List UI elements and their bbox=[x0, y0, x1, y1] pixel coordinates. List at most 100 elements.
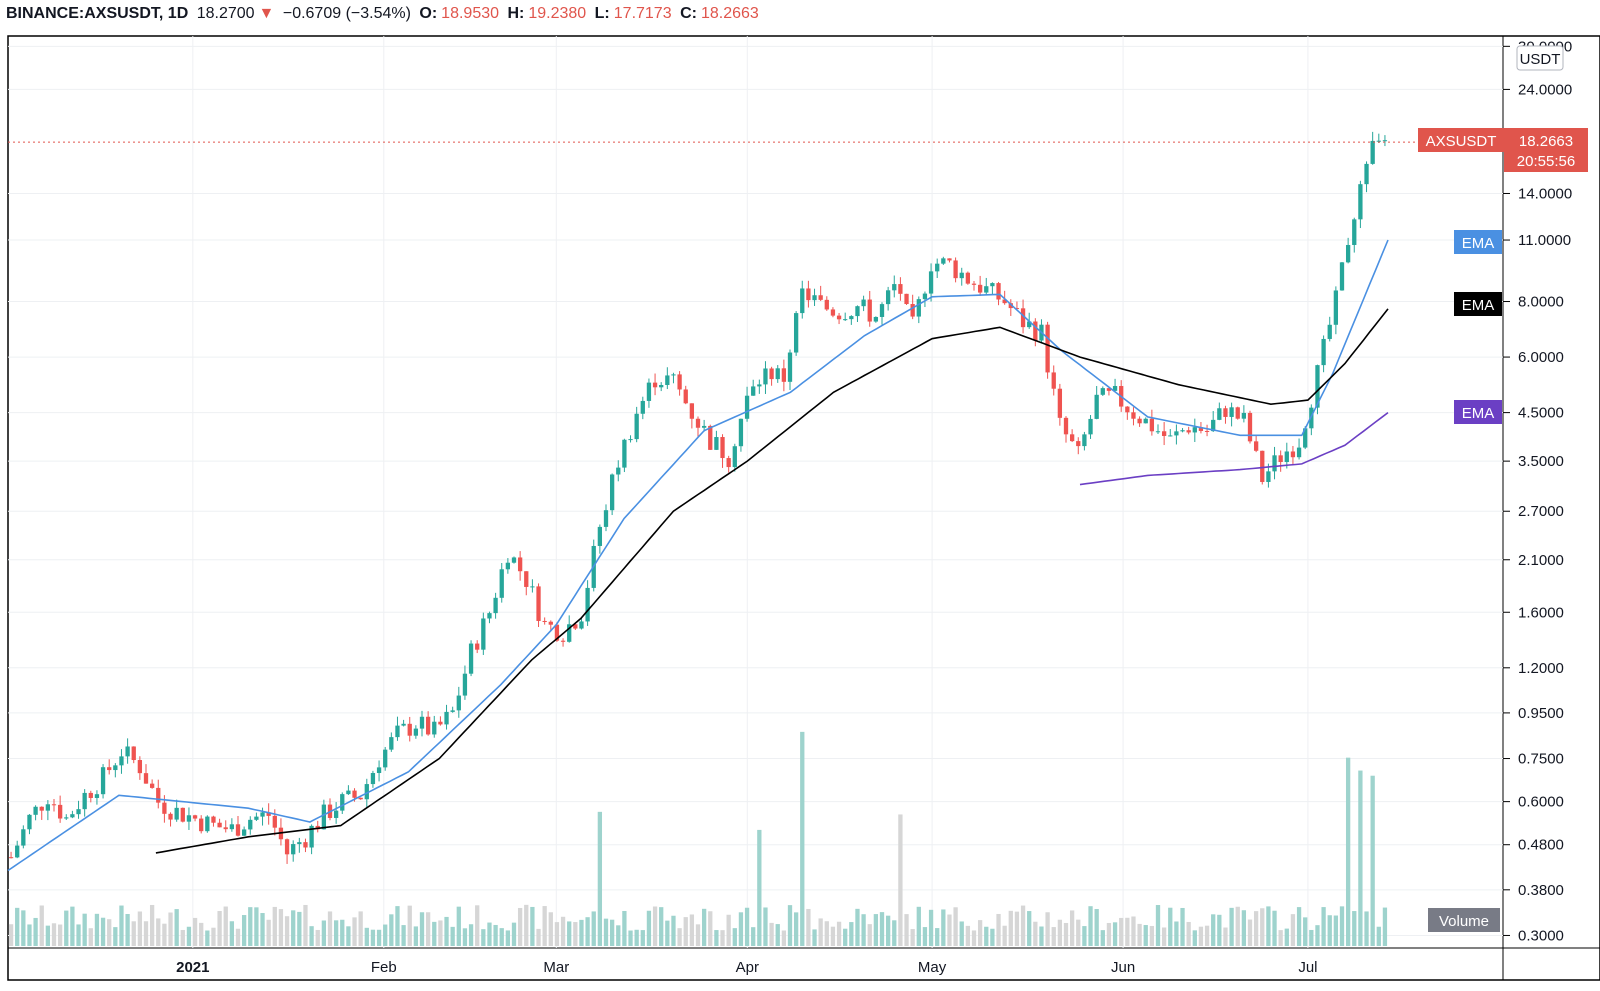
volume-bar bbox=[977, 920, 983, 946]
volume-bar bbox=[640, 930, 645, 946]
volume-bar bbox=[156, 918, 161, 946]
volume-bar bbox=[82, 913, 87, 946]
volume-bar bbox=[775, 924, 780, 946]
candle-body bbox=[1155, 431, 1161, 433]
volume-bar bbox=[959, 921, 964, 946]
ema-mid-tag[interactable]: EMA bbox=[1454, 292, 1502, 316]
candle-body bbox=[873, 316, 879, 322]
candle-body bbox=[1364, 163, 1369, 185]
candle-body bbox=[1327, 324, 1332, 339]
candle-body bbox=[156, 787, 161, 803]
candle-body bbox=[1027, 321, 1032, 328]
volume-bar bbox=[389, 914, 394, 946]
volume-bar bbox=[812, 929, 817, 946]
chart-frame bbox=[7, 35, 1600, 981]
volume-bar bbox=[1266, 906, 1271, 946]
volume-bar bbox=[432, 921, 437, 946]
high-value: 19.2380 bbox=[528, 5, 587, 22]
volume-bar bbox=[1002, 925, 1007, 946]
candle-body bbox=[456, 695, 461, 711]
candle-body bbox=[149, 783, 155, 788]
candle-body bbox=[1229, 407, 1234, 417]
ema-slow-tag[interactable]: EMA bbox=[1454, 400, 1502, 424]
candle-body bbox=[714, 437, 719, 450]
volume-bar bbox=[1112, 922, 1118, 946]
volume-bar bbox=[284, 916, 290, 946]
unit-badge[interactable]: USDT bbox=[1516, 45, 1564, 71]
volume-bar bbox=[358, 911, 363, 946]
candle-body bbox=[297, 842, 302, 845]
candle-body bbox=[567, 624, 572, 642]
volume-bar bbox=[1008, 910, 1013, 946]
candle-body bbox=[241, 829, 247, 836]
candle-body bbox=[162, 802, 167, 814]
volume-bar bbox=[830, 926, 836, 946]
volume-bar bbox=[131, 921, 136, 946]
price-tick-label: 1.2000 bbox=[1518, 660, 1564, 677]
ema-fast-tag[interactable]: EMA bbox=[1454, 230, 1502, 254]
volume-bar bbox=[910, 929, 915, 946]
volume-bar bbox=[1345, 757, 1351, 946]
volume-bar bbox=[192, 917, 198, 946]
candle-body bbox=[107, 767, 112, 771]
candle-body bbox=[971, 283, 977, 285]
candle-body bbox=[1266, 471, 1271, 482]
price-tick-label: 0.4800 bbox=[1518, 837, 1564, 854]
candle-body bbox=[438, 721, 443, 725]
price-scale[interactable]: 30.000024.000014.000011.00008.00006.0000… bbox=[1503, 38, 1572, 944]
last-price: 18.2700 bbox=[196, 5, 255, 22]
candle-body bbox=[425, 716, 431, 735]
volume-bar bbox=[861, 914, 866, 946]
volume-bar bbox=[947, 914, 952, 946]
volume-bar bbox=[781, 930, 787, 946]
volume-bar bbox=[407, 905, 412, 946]
candle-body bbox=[76, 809, 81, 815]
volume-bar bbox=[499, 928, 504, 946]
volume-bar bbox=[205, 930, 210, 946]
volume-bar bbox=[603, 918, 609, 946]
volume-bar bbox=[836, 921, 842, 946]
volume-bar bbox=[1364, 911, 1369, 946]
candle-body bbox=[806, 288, 811, 301]
candle-body bbox=[1057, 388, 1063, 418]
price-tick-label: 4.5000 bbox=[1518, 405, 1564, 422]
volume-bar bbox=[953, 907, 958, 946]
volume-bar bbox=[818, 918, 823, 946]
volume-bar bbox=[174, 909, 179, 946]
candle-body bbox=[659, 384, 664, 388]
candle-body bbox=[763, 368, 768, 385]
candle-body bbox=[1278, 455, 1283, 463]
volume-bar bbox=[223, 906, 228, 946]
volume-bar bbox=[1149, 925, 1155, 946]
volume-bar bbox=[1260, 908, 1265, 946]
volume-bars bbox=[8, 731, 1388, 946]
candle-body bbox=[751, 386, 756, 396]
volume-bar bbox=[143, 921, 149, 946]
candle-body bbox=[677, 374, 682, 390]
candle-body bbox=[996, 283, 1001, 300]
volume-bar bbox=[248, 907, 253, 946]
volume-bar bbox=[1027, 911, 1032, 946]
volume-bar bbox=[113, 927, 118, 946]
volume-bar bbox=[1057, 919, 1063, 946]
volume-bar bbox=[413, 926, 419, 946]
candle-body bbox=[199, 818, 204, 832]
volume-bar bbox=[125, 914, 130, 946]
candle-body bbox=[947, 258, 952, 261]
volume-bar bbox=[383, 924, 388, 946]
candle-body bbox=[131, 746, 136, 761]
ema-fast-label: EMA bbox=[1462, 235, 1495, 252]
last-price-tag-value: 18.2663 bbox=[1519, 133, 1573, 150]
volume-tag[interactable]: Volume bbox=[1428, 908, 1500, 932]
candle-body bbox=[843, 319, 848, 321]
candle-body bbox=[419, 716, 425, 729]
time-scale[interactable]: 2021 Feb Mar Apr May Jun Jul bbox=[176, 959, 1317, 976]
candle-body bbox=[965, 272, 971, 284]
symbol-title[interactable]: BINANCE:AXSUSDT, 1D bbox=[6, 5, 189, 22]
volume-bar bbox=[444, 916, 449, 946]
volume-bar bbox=[769, 922, 774, 946]
volume-bar bbox=[793, 912, 799, 946]
candle-body bbox=[1112, 386, 1118, 391]
candle-body bbox=[1020, 308, 1026, 328]
